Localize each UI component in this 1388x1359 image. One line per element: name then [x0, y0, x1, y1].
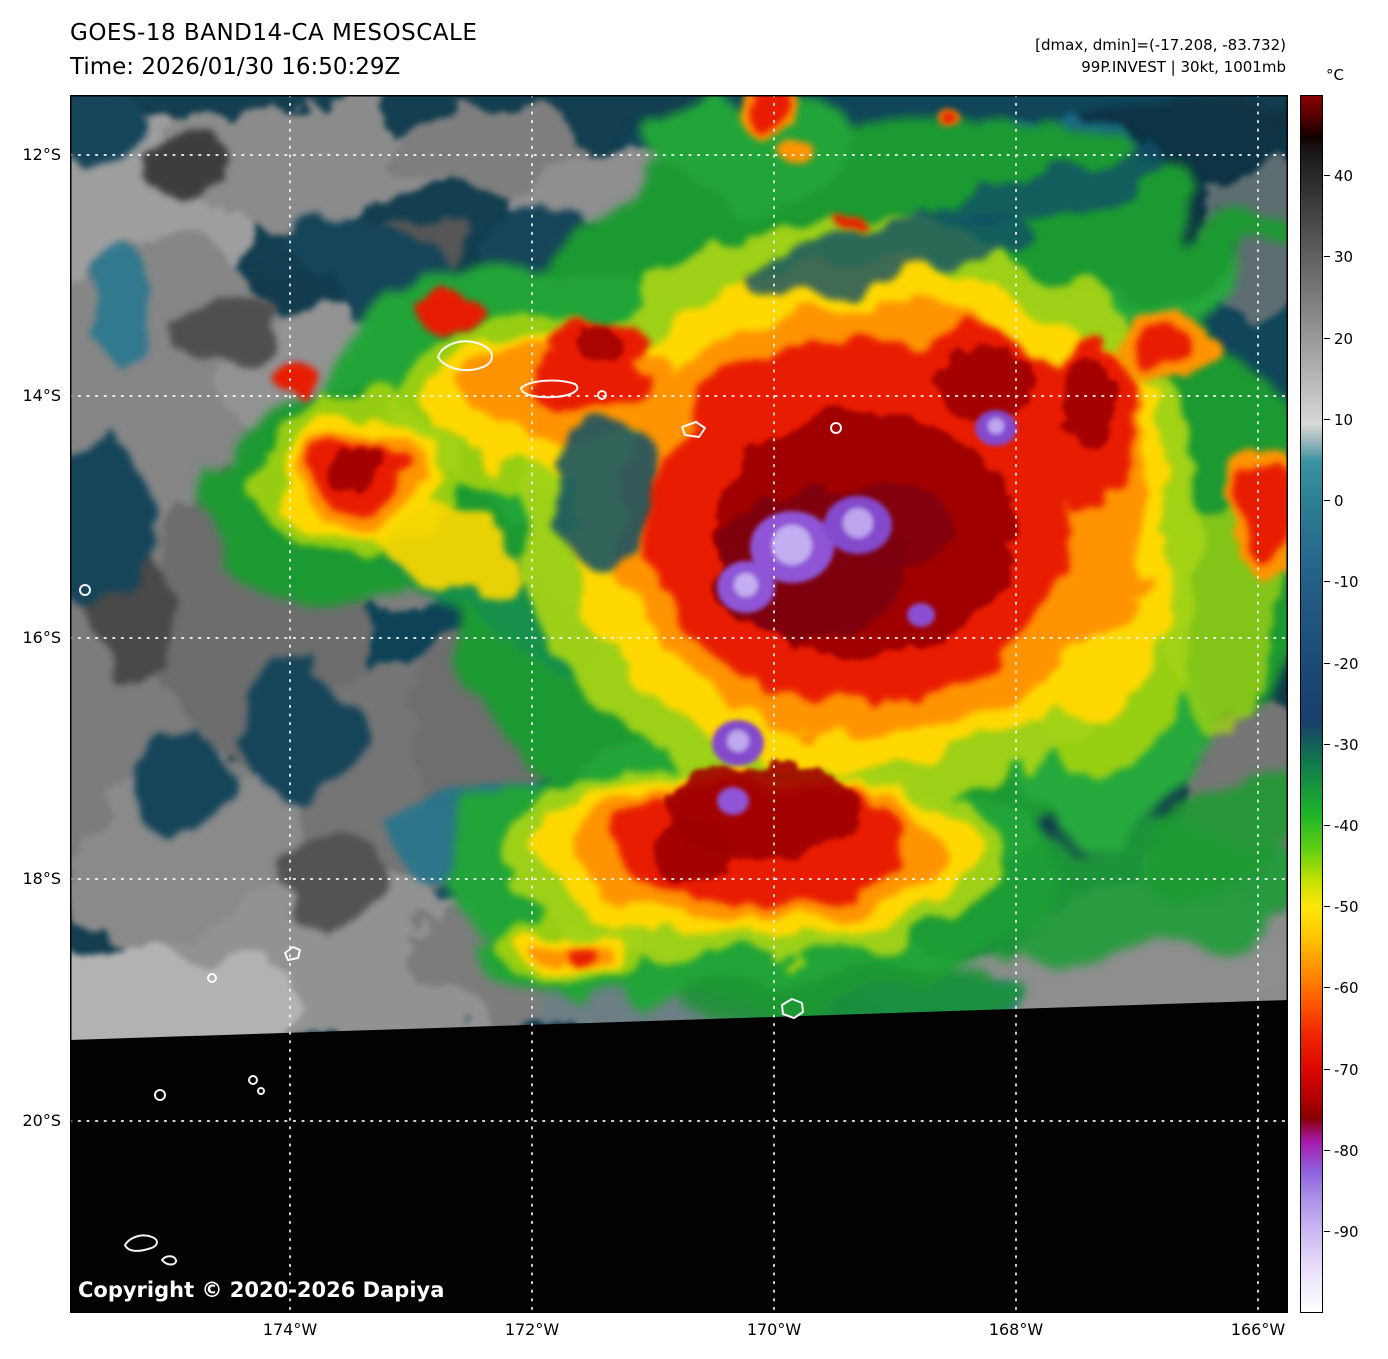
- satellite-image-panel: Copyright © 2020-2026 Dapiya: [0, 55, 1388, 1314]
- lon-label: 172°W: [504, 1320, 560, 1339]
- colorbar-tick: [1324, 825, 1330, 826]
- colorbar-tick-label: -50: [1334, 898, 1359, 916]
- colorbar-tick: [1324, 175, 1330, 176]
- coldest-cloud-tops: [712, 410, 1017, 815]
- colorbar-tick-label: -40: [1334, 817, 1359, 835]
- satellite-ir-image: Copyright © 2020-2026 Dapiya: [0, 55, 1388, 1314]
- colorbar-tick-label: -80: [1334, 1142, 1359, 1160]
- sea-gaps: [35, 90, 860, 840]
- lon-label: 166°W: [1230, 1320, 1286, 1339]
- colorbar-tick: [1324, 419, 1330, 420]
- copyright-label: Copyright © 2020-2026 Dapiya: [78, 1278, 444, 1302]
- gridlines: [69, 94, 1289, 1314]
- colorbar: [1300, 95, 1323, 1313]
- colorbar-tick-label: 0: [1334, 492, 1344, 510]
- colorbar-tick: [1324, 744, 1330, 745]
- lat-label: 18°S: [22, 869, 61, 888]
- lat-label: 14°S: [22, 386, 61, 405]
- colorbar-tick: [1324, 1150, 1330, 1151]
- lon-label: 174°W: [262, 1320, 318, 1339]
- coastlines: [79, 340, 842, 1266]
- colorbar-tick-label: 40: [1334, 167, 1354, 185]
- no-data-wedge: [70, 1000, 1288, 1313]
- lon-label: 170°W: [746, 1320, 802, 1339]
- colorbar-tick-label: -20: [1334, 655, 1359, 673]
- timestamp-label: Time: 2026/01/30 16:50:29Z: [70, 54, 401, 80]
- lat-label: 12°S: [22, 145, 61, 164]
- colorbar-tick-label: 30: [1334, 248, 1354, 266]
- colorbar-tick-label: -10: [1334, 573, 1359, 591]
- colorbar-tick-label: 20: [1334, 330, 1354, 348]
- colorbar-tick: [1324, 581, 1330, 582]
- colorbar-tick: [1324, 906, 1330, 907]
- plot-border: [70, 95, 1288, 1313]
- lat-label: 20°S: [22, 1111, 61, 1130]
- colorbar-tick-label: -30: [1334, 736, 1359, 754]
- lon-label: 168°W: [988, 1320, 1044, 1339]
- storm-info-label: 99P.INVEST | 30kt, 1001mb: [1081, 58, 1286, 76]
- colorbar-tick: [1324, 663, 1330, 664]
- colorbar-tick-label: -90: [1334, 1223, 1359, 1241]
- colorbar-tick-label: -60: [1334, 979, 1359, 997]
- colorbar-tick: [1324, 1069, 1330, 1070]
- colorbar-tick: [1324, 1231, 1330, 1232]
- storm-gaps: [550, 150, 1177, 565]
- page-title: GOES-18 BAND14-CA MESOSCALE: [70, 20, 478, 46]
- colorbar-tick: [1324, 500, 1330, 501]
- dmax-dmin-label: [dmax, dmin]=(-17.208, -83.732): [1035, 36, 1286, 54]
- colorbar-tick: [1324, 256, 1330, 257]
- colorbar-tick-label: 10: [1334, 411, 1354, 429]
- colorbar-tick: [1324, 338, 1330, 339]
- lat-label: 16°S: [22, 628, 61, 647]
- colorbar-unit-label: °C: [1326, 66, 1344, 84]
- colorbar-tick-label: -70: [1334, 1061, 1359, 1079]
- colorbar-tick: [1324, 987, 1330, 988]
